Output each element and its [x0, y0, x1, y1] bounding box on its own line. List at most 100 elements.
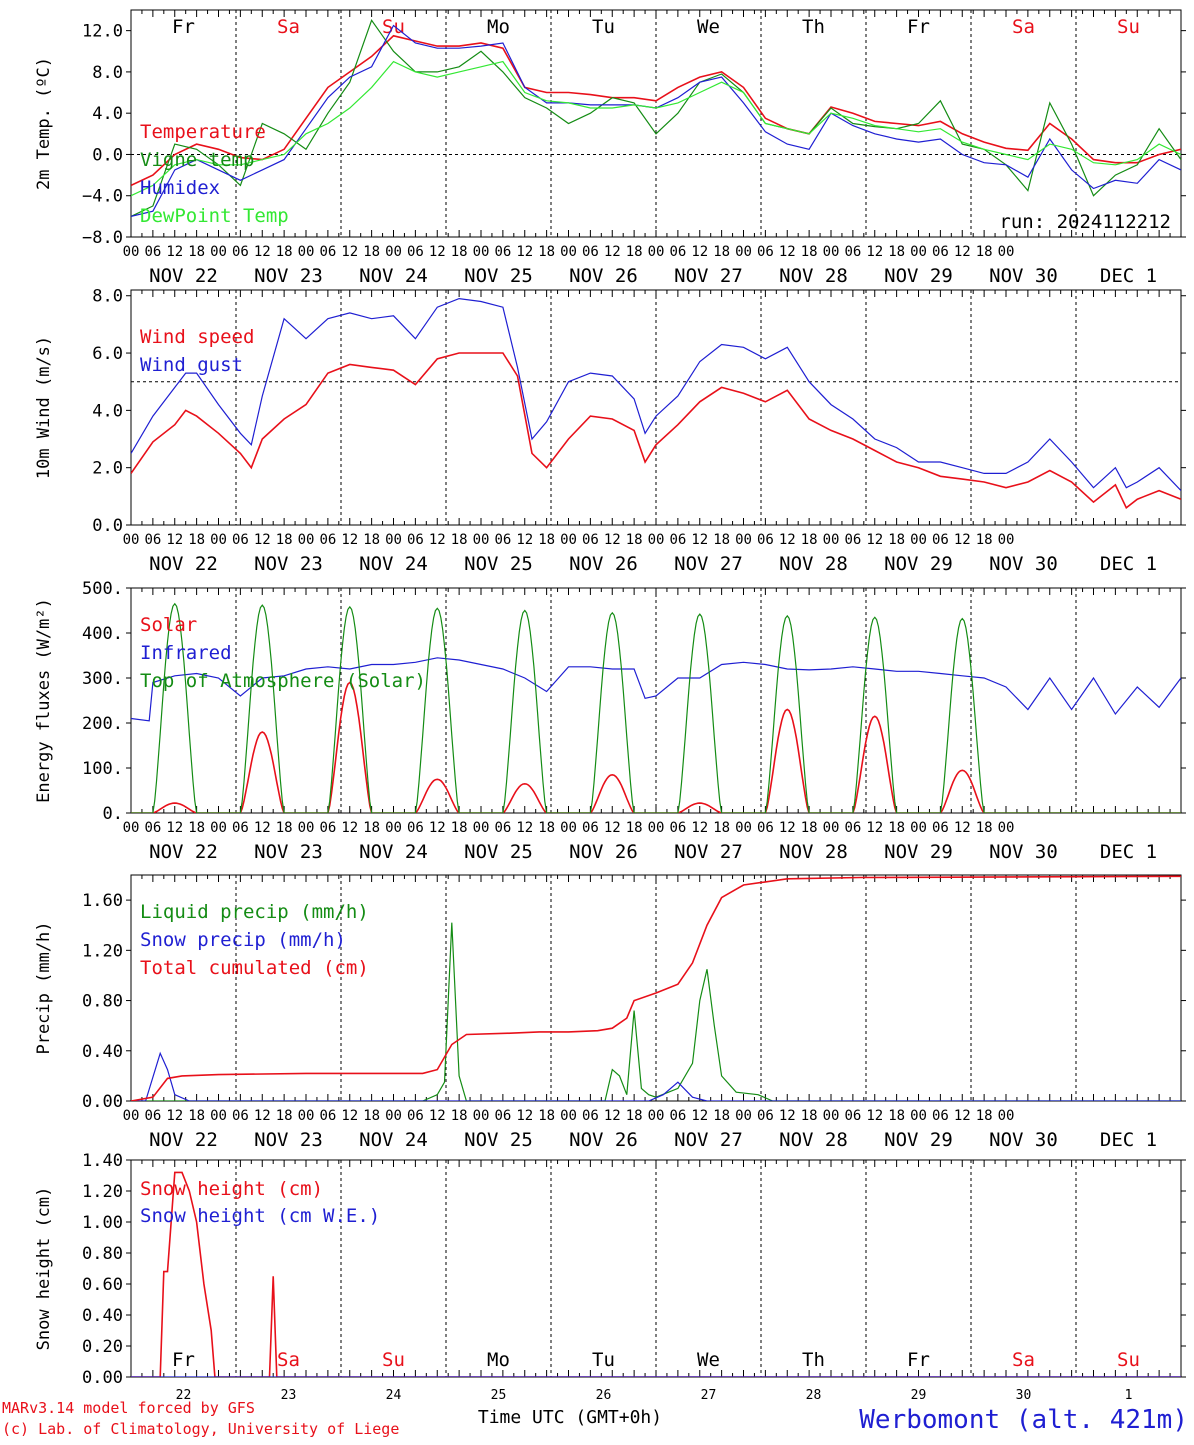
hour-tick-label: 12: [516, 244, 533, 260]
hour-tick-label: 00: [998, 244, 1015, 260]
hour-tick-label: 06: [494, 820, 511, 836]
series-line-3: [131, 875, 1181, 1101]
hour-tick-label: 18: [538, 532, 555, 548]
y-tick-label: 12.0: [82, 22, 123, 42]
hour-tick-label: 18: [538, 1108, 555, 1124]
hour-tick-label: 12: [166, 1108, 183, 1124]
hour-tick-label: 06: [844, 244, 861, 260]
legend-entry: Top of Atmosphere (Solar): [140, 670, 426, 692]
hour-tick-label: 12: [954, 244, 971, 260]
hour-tick-label: 18: [801, 244, 818, 260]
date-label: NOV 25: [464, 1129, 533, 1151]
date-label: NOV 29: [884, 841, 953, 863]
hour-tick-label: 12: [254, 820, 271, 836]
hour-tick-label: 12: [429, 532, 446, 548]
legend-entry: Vigne temp: [140, 149, 254, 171]
hour-tick-label: 00: [560, 244, 577, 260]
hour-tick-label: 18: [801, 1108, 818, 1124]
hour-tick-label: 18: [538, 244, 555, 260]
hour-tick-label: 18: [451, 532, 468, 548]
date-label: NOV 24: [359, 841, 428, 863]
legend-entry: Solar: [140, 614, 197, 636]
hour-tick-label: 18: [713, 244, 730, 260]
hour-tick-label: 00: [823, 1108, 840, 1124]
day-name: Fr: [172, 16, 195, 38]
y-tick-label: −4.0: [82, 187, 123, 207]
hour-tick-label: 12: [429, 820, 446, 836]
hour-tick-label: 18: [626, 1108, 643, 1124]
y-tick-label: 4.0: [92, 104, 123, 124]
day-name: Su: [382, 1349, 405, 1371]
hour-tick-label: 00: [473, 820, 490, 836]
hour-tick-label: 12: [604, 244, 621, 260]
date-label: NOV 23: [254, 841, 323, 863]
y-axis-title: 10m Wind (m/s): [34, 336, 54, 479]
hour-tick-label: 12: [954, 1108, 971, 1124]
hour-tick-label: 12: [779, 820, 796, 836]
legend-entry: Snow height (cm): [140, 1178, 323, 1200]
day-number: 22: [176, 1388, 192, 1403]
hour-tick-label: 06: [319, 1108, 336, 1124]
y-tick-label: 0.40: [82, 1306, 123, 1326]
date-label: NOV 30: [989, 1129, 1058, 1151]
hour-tick-label: 06: [232, 820, 249, 836]
y-tick-label: 0.80: [82, 992, 123, 1012]
hour-tick-label: 06: [494, 532, 511, 548]
legend-entry: DewPoint Temp: [140, 205, 289, 227]
y-tick-label: 1.60: [82, 891, 123, 911]
date-label: NOV 25: [464, 553, 533, 575]
hour-tick-label: 06: [669, 244, 686, 260]
hour-tick-label: 06: [669, 820, 686, 836]
date-label: NOV 29: [884, 1129, 953, 1151]
hour-tick-label: 00: [210, 820, 227, 836]
hour-tick-label: 00: [298, 244, 315, 260]
hour-tick-label: 06: [932, 244, 949, 260]
hour-tick-label: 12: [166, 820, 183, 836]
hour-tick-label: 06: [144, 1108, 161, 1124]
hour-tick-label: 12: [166, 532, 183, 548]
day-number: 24: [386, 1388, 402, 1403]
day-number: 23: [281, 1388, 297, 1403]
series-line-2: [131, 657, 1181, 722]
hour-tick-label: 00: [385, 820, 402, 836]
day-number: 30: [1016, 1388, 1032, 1403]
day-name: We: [697, 1349, 720, 1371]
series-line-1: [131, 34, 1181, 187]
hour-tick-label: 12: [429, 1108, 446, 1124]
hour-tick-label: 12: [779, 244, 796, 260]
hour-tick-label: 06: [582, 1108, 599, 1124]
hour-tick-label: 00: [210, 244, 227, 260]
series-line-2: [131, 1051, 1181, 1101]
y-tick-label: 500.: [82, 579, 123, 599]
hour-tick-label: 00: [210, 532, 227, 548]
y-tick-label: 300.: [82, 669, 123, 689]
plot-frame: [130, 587, 1182, 814]
day-name: Su: [1117, 1349, 1140, 1371]
day-name: Su: [382, 16, 405, 38]
hour-tick-label: 18: [451, 1108, 468, 1124]
legend-entry: Liquid precip (mm/h): [140, 901, 369, 923]
model-credit: MARv3.14 model forced by GFS: [2, 1399, 255, 1417]
date-label: NOV 30: [989, 265, 1058, 287]
hour-tick-label: 00: [648, 820, 665, 836]
date-label: DEC 1: [1100, 1129, 1157, 1151]
hour-tick-label: 00: [473, 244, 490, 260]
date-label: NOV 28: [779, 553, 848, 575]
y-tick-label: 0.60: [82, 1275, 123, 1295]
hour-tick-label: 00: [123, 532, 140, 548]
legend-entry: Snow precip (mm/h): [140, 929, 346, 951]
date-label: NOV 24: [359, 265, 428, 287]
date-label: NOV 28: [779, 1129, 848, 1151]
y-tick-label: 0.: [103, 804, 123, 824]
hour-tick-label: 18: [276, 244, 293, 260]
hour-tick-label: 18: [626, 244, 643, 260]
hour-tick-label: 18: [888, 532, 905, 548]
date-label: NOV 23: [254, 553, 323, 575]
y-tick-label: 8.0: [92, 287, 123, 307]
y-tick-label: 1.20: [82, 1182, 123, 1202]
hour-tick-label: 12: [779, 1108, 796, 1124]
y-tick-label: 4.0: [92, 401, 123, 421]
hour-tick-label: 00: [910, 244, 927, 260]
